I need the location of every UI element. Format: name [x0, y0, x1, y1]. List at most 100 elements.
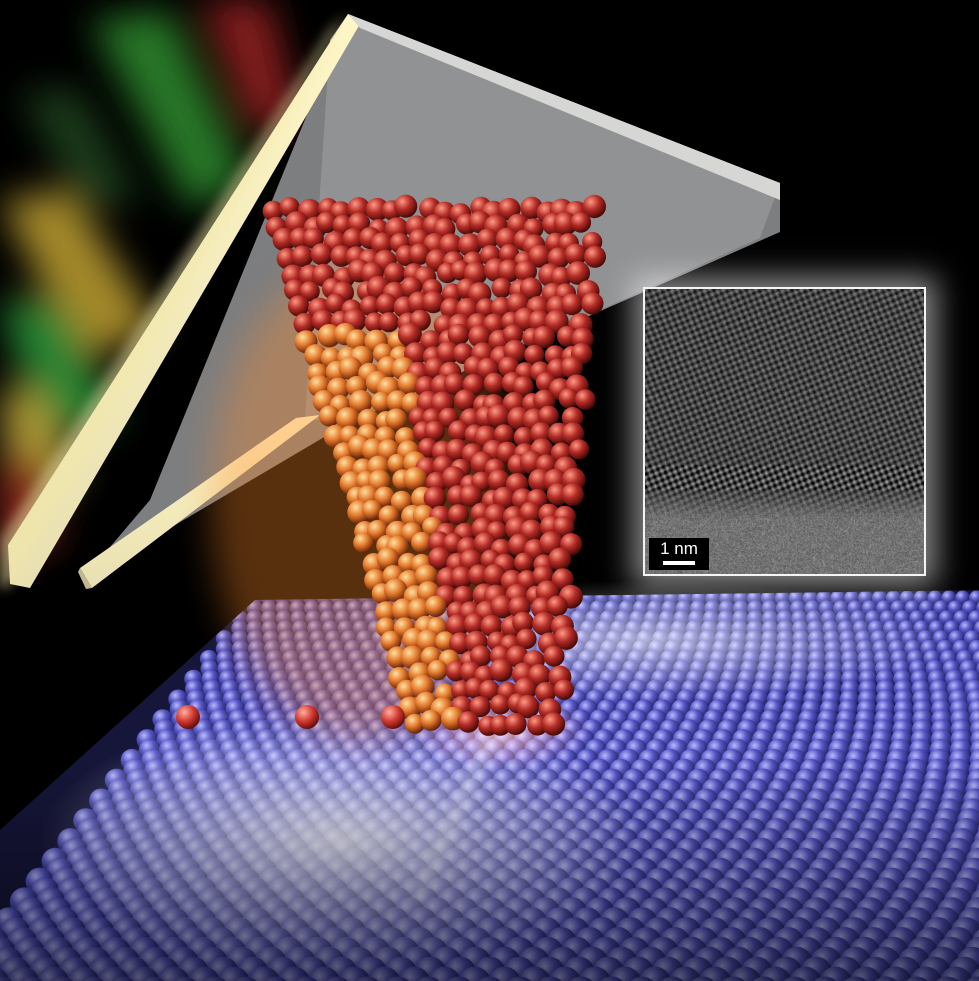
tip-atom — [560, 356, 583, 379]
tip-atom — [427, 659, 448, 681]
tip-atom — [376, 547, 400, 571]
tip-atom — [375, 601, 397, 623]
tip-atoms — [262, 194, 606, 736]
tip-atom — [374, 486, 395, 508]
tip-atom — [384, 578, 408, 602]
tip-atom — [397, 372, 420, 395]
tip-atom — [370, 232, 394, 255]
tip-atom — [516, 628, 537, 650]
tip-atom — [443, 373, 466, 395]
tip-atom — [561, 406, 584, 429]
tip-atom — [581, 292, 604, 315]
tip-atom — [362, 499, 383, 521]
tip-atom — [519, 277, 543, 300]
tip-atom — [469, 696, 491, 718]
tip-atom — [315, 211, 338, 234]
tip-atom — [447, 323, 470, 346]
tip-atom — [532, 325, 555, 349]
tip-atom — [336, 407, 360, 431]
tip-atom — [514, 552, 534, 573]
tip-atom — [348, 390, 373, 414]
tip-atom — [497, 259, 521, 283]
tip-atom — [516, 694, 540, 719]
tip-atom — [459, 484, 483, 508]
tip-atom — [378, 505, 400, 527]
tip-atom — [568, 439, 590, 460]
tip-atom — [445, 614, 469, 637]
tip-atom — [411, 531, 433, 553]
tip-atom — [546, 595, 568, 617]
tip-atom — [375, 293, 398, 315]
tip-atom — [423, 486, 447, 510]
tip-atom — [420, 709, 442, 731]
tip-atom — [564, 243, 587, 266]
tip-atom — [463, 613, 485, 635]
tip-atom — [493, 424, 515, 445]
tip-atom — [449, 632, 472, 655]
tip-atom — [538, 405, 559, 427]
tip-atom — [487, 469, 510, 492]
tip-atom — [486, 404, 511, 428]
tip-atom — [470, 645, 492, 667]
tip-atom — [288, 295, 310, 317]
tip-atom — [483, 372, 505, 394]
tip-atom — [558, 388, 579, 409]
tip-atom — [552, 516, 575, 538]
tip-atom — [310, 243, 333, 266]
substrate-atom — [972, 649, 979, 668]
tip-atom — [528, 244, 552, 268]
tip-atom — [353, 532, 374, 553]
tip-atom — [408, 243, 431, 265]
tip-atom — [420, 330, 442, 352]
tip-atom — [514, 260, 538, 283]
tip-atom — [548, 547, 572, 571]
tip-atom — [473, 532, 497, 555]
tip-atom — [450, 566, 473, 589]
tip-atom — [346, 329, 368, 352]
tip-atom — [291, 245, 314, 267]
tip-atom — [397, 322, 422, 347]
tip-atom — [561, 422, 585, 445]
tip-atom — [528, 664, 551, 687]
tip-atom — [468, 324, 492, 348]
scale-bar: 1 nm — [649, 538, 709, 570]
tip-atom — [387, 453, 408, 474]
scale-bar-line — [663, 561, 695, 565]
tip-atom — [499, 244, 520, 265]
tip-atom — [318, 405, 340, 427]
tip-atom — [436, 341, 460, 365]
tip-atom — [338, 356, 362, 380]
tip-atom — [490, 694, 511, 715]
tip-atom — [492, 486, 516, 510]
tip-atom — [512, 376, 534, 397]
tip-atom — [574, 389, 596, 410]
tip-atom — [385, 408, 408, 431]
tip-atom — [284, 279, 306, 301]
adatom-2 — [295, 705, 319, 729]
adatom-3 — [381, 705, 405, 729]
tip-atom — [378, 312, 399, 333]
tip-atom — [364, 312, 385, 333]
tip-atom — [524, 344, 545, 365]
tip-atom — [483, 564, 506, 587]
tip-atom — [414, 564, 438, 588]
tip-atom — [489, 658, 513, 682]
tip-atom — [504, 713, 527, 735]
tem-lattice-image — [645, 289, 924, 574]
tem-inset: 1 nm — [643, 287, 926, 576]
tip-atom — [262, 200, 284, 222]
tip-atom — [454, 389, 477, 412]
tip-atom — [478, 679, 500, 701]
tip-atom — [480, 614, 503, 637]
tip-atom — [506, 645, 529, 668]
tip-atom — [502, 324, 524, 345]
tip-atom — [325, 293, 347, 315]
tip-atom — [360, 295, 381, 316]
tip-atom — [468, 564, 490, 587]
substrate-atom — [968, 639, 979, 658]
tip-atom — [543, 645, 565, 667]
tip-atom — [490, 595, 514, 619]
tip-atom — [582, 194, 606, 219]
tip-atom — [553, 211, 578, 236]
